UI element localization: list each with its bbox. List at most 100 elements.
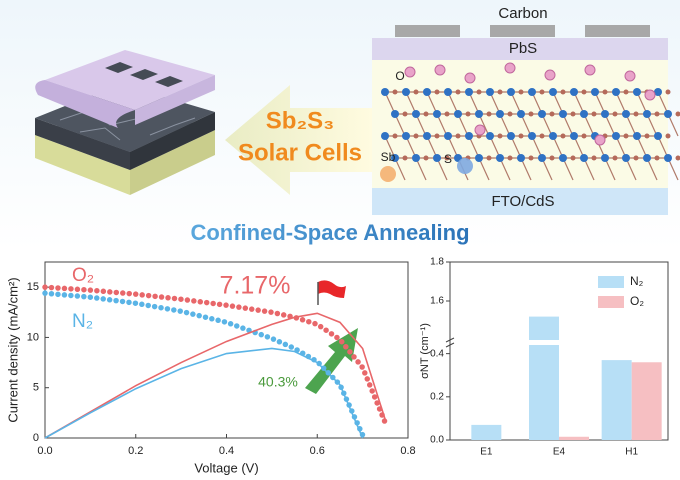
x-tick-label: E4 bbox=[553, 447, 566, 458]
atom bbox=[570, 155, 576, 161]
atom bbox=[497, 133, 503, 139]
bond bbox=[541, 113, 553, 137]
direction-arrow bbox=[225, 85, 372, 195]
bond bbox=[394, 113, 406, 137]
atom bbox=[580, 154, 588, 162]
atom bbox=[654, 88, 662, 96]
bond bbox=[562, 113, 574, 137]
oxygen-atom bbox=[464, 72, 476, 84]
layer-label: PbS bbox=[509, 40, 537, 57]
atom bbox=[581, 133, 587, 139]
atom bbox=[570, 132, 578, 140]
bond bbox=[604, 157, 616, 181]
y-tick-label: 0.4 bbox=[430, 348, 444, 359]
y-tick-label: 10 bbox=[27, 331, 39, 343]
oxygen-atom bbox=[404, 66, 416, 78]
atom bbox=[622, 110, 630, 118]
atom bbox=[434, 89, 440, 95]
legend-label: N₂ bbox=[630, 274, 644, 288]
x-tick-label: E1 bbox=[480, 447, 493, 458]
atom bbox=[444, 88, 452, 96]
atom bbox=[465, 111, 471, 117]
atom bbox=[433, 110, 441, 118]
bond bbox=[447, 135, 459, 159]
x-tick-label: 0.0 bbox=[37, 445, 52, 457]
atom bbox=[612, 111, 618, 117]
atom bbox=[496, 110, 504, 118]
atom bbox=[580, 110, 588, 118]
atom bbox=[486, 111, 492, 117]
y-tick-label: 1.8 bbox=[430, 257, 444, 268]
oxygen-atom bbox=[474, 124, 486, 136]
bar bbox=[601, 360, 632, 440]
bond bbox=[583, 157, 595, 181]
title: Confined-Space Annealing bbox=[190, 220, 469, 245]
atom bbox=[643, 154, 651, 162]
atom bbox=[675, 111, 680, 117]
atom bbox=[591, 111, 597, 117]
jv-curve bbox=[42, 284, 389, 426]
bar bbox=[631, 362, 662, 440]
bond bbox=[520, 157, 532, 181]
atom bbox=[549, 88, 557, 96]
atom bbox=[528, 132, 536, 140]
bond bbox=[573, 135, 585, 159]
y-tick-label: 0 bbox=[33, 432, 39, 444]
atom bbox=[675, 155, 680, 161]
bond bbox=[510, 135, 522, 159]
y-axis-label: Current density (mA/cm²) bbox=[5, 277, 20, 422]
atom bbox=[601, 154, 609, 162]
atom bbox=[402, 132, 410, 140]
atom bbox=[654, 111, 660, 117]
atom bbox=[507, 132, 515, 140]
atom bbox=[644, 133, 650, 139]
atom bbox=[538, 110, 546, 118]
bond bbox=[415, 157, 427, 181]
atom bbox=[465, 88, 473, 96]
bond bbox=[615, 135, 627, 159]
legend-label: O₂ bbox=[630, 294, 644, 308]
atom bbox=[549, 111, 555, 117]
atom bbox=[381, 88, 389, 96]
legend-swatch bbox=[598, 296, 624, 308]
bond bbox=[583, 113, 595, 137]
sb-atom bbox=[457, 158, 473, 174]
atom bbox=[601, 110, 609, 118]
atom bbox=[528, 88, 536, 96]
atom bbox=[538, 154, 546, 162]
atom bbox=[423, 111, 429, 117]
atom bbox=[559, 154, 567, 162]
annotation: 40.3% bbox=[258, 374, 298, 390]
bond bbox=[415, 113, 427, 137]
bond bbox=[646, 113, 658, 137]
atom bbox=[517, 154, 525, 162]
series-label: O₂ bbox=[72, 265, 94, 286]
bond bbox=[552, 135, 564, 159]
atom bbox=[475, 110, 483, 118]
bond bbox=[573, 91, 585, 115]
bar bbox=[529, 316, 559, 440]
bond bbox=[625, 113, 637, 137]
oxygen-atom bbox=[544, 69, 556, 81]
bond bbox=[625, 157, 637, 181]
atom bbox=[455, 89, 461, 95]
oxygen-atom bbox=[624, 70, 636, 82]
atom bbox=[560, 89, 566, 95]
oxygen-atom bbox=[434, 64, 446, 76]
bond bbox=[667, 113, 679, 137]
y-tick-label: 15 bbox=[27, 281, 39, 293]
bond bbox=[384, 91, 396, 115]
flag bbox=[318, 280, 346, 298]
bond bbox=[405, 135, 417, 159]
atom-label: S bbox=[444, 152, 452, 166]
atom bbox=[518, 133, 524, 139]
atom bbox=[496, 154, 504, 162]
atom bbox=[665, 89, 671, 95]
legend-swatch bbox=[598, 276, 624, 288]
atom bbox=[507, 155, 513, 161]
atom bbox=[612, 132, 620, 140]
bond bbox=[468, 135, 480, 159]
x-tick-label: H1 bbox=[625, 447, 638, 458]
power-curve bbox=[44, 312, 387, 439]
